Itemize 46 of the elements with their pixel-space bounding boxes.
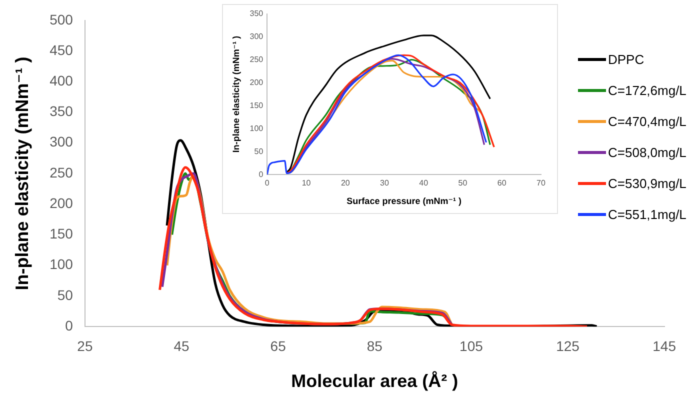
y-tick-label: 200 (50, 194, 74, 211)
legend-label: C=470,4mg/L (608, 114, 686, 129)
y-tick-label: 0 (65, 317, 74, 334)
x-tick-label: 50 (458, 178, 468, 188)
x-tick-label: 70 (536, 178, 546, 188)
y-tick-label: 300 (250, 32, 264, 41)
x-tick-label: 45 (174, 338, 190, 354)
y-tick-label: 50 (57, 286, 74, 303)
y-tick-label: 300 (50, 134, 74, 150)
x-tick-label: 10 (302, 178, 312, 188)
y-tick-label: 100 (250, 124, 264, 133)
y-tick-label: 0 (258, 170, 264, 179)
y-tick-label: 50 (254, 146, 264, 156)
y-tick-label: 400 (50, 72, 74, 88)
y-tick-label: 250 (50, 164, 74, 180)
y-tick-label: 100 (50, 256, 74, 272)
y-axis-title: In-plane elasticity (mNm⁻¹ ) (230, 36, 241, 153)
x-tick-label: 20 (340, 178, 350, 188)
x-tick-label: 25 (77, 338, 93, 354)
x-tick-label: 60 (497, 178, 507, 188)
x-tick-label: 40 (419, 178, 429, 188)
legend-label: C=508,0mg/L (608, 145, 686, 160)
y-tick-label: 450 (50, 42, 74, 58)
x-tick-label: 85 (366, 338, 383, 354)
y-tick-label: 200 (250, 78, 264, 87)
y-tick-label: 150 (50, 226, 74, 242)
x-tick-label: 65 (270, 338, 286, 354)
x-axis-title: Surface pressure (mNm⁻¹ ) (346, 196, 462, 206)
y-tick-label: 350 (50, 103, 74, 120)
y-tick-label: 500 (50, 11, 74, 28)
y-axis-title: In-plane elasticity (mNm⁻¹ ) (12, 56, 32, 290)
x-tick-label: 30 (380, 178, 390, 188)
y-tick-label: 250 (250, 54, 264, 64)
line-series (286, 34, 491, 174)
x-tick-label: 105 (460, 338, 484, 354)
x-axis-title: Molecular area (Å² ) (291, 371, 458, 392)
x-tick-label: 125 (556, 338, 580, 354)
y-tick-label: 150 (250, 100, 264, 110)
legend-label: DPPC (608, 52, 644, 67)
legend-label: C=551,1mg/L (608, 207, 686, 222)
line-series (158, 166, 588, 327)
x-tick-label: 0 (264, 178, 270, 188)
legend-label: C=172,6mg/L (608, 83, 686, 98)
x-tick-label: 145 (652, 338, 676, 354)
legend-label: C=530,9mg/L (608, 176, 686, 191)
y-tick-label: 350 (250, 9, 264, 18)
